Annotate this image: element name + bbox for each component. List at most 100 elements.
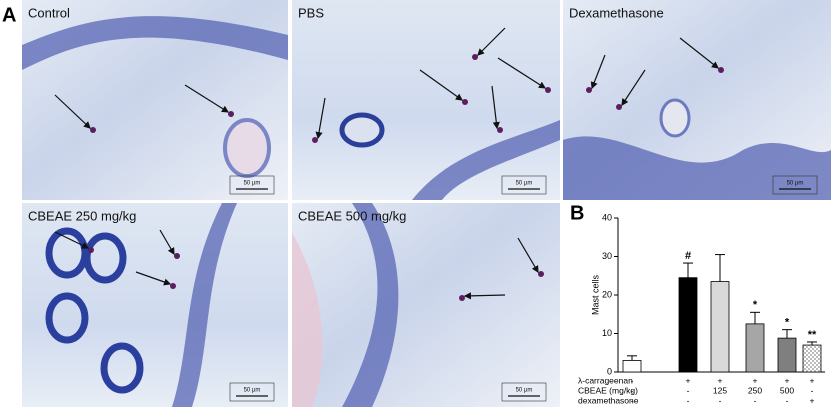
treatment-value: 500 — [780, 385, 794, 395]
mast-cell — [174, 253, 180, 259]
treatment-name: λ-carrageenan — [578, 375, 633, 385]
bar — [622, 360, 642, 373]
y-tick-label: 40 — [602, 212, 612, 222]
treatment-value: + — [753, 375, 758, 385]
mast-cell — [718, 67, 724, 73]
treatment-name: CBEAE (mg/kg) — [578, 385, 638, 395]
mast-cell — [228, 111, 234, 117]
panel-label: PBS — [298, 5, 324, 20]
arrow — [54, 94, 91, 129]
treatment-name: dexamethasone — [578, 395, 639, 405]
arrow — [491, 85, 500, 130]
bar — [745, 323, 765, 373]
bar — [802, 344, 822, 373]
follicle — [100, 342, 144, 394]
panel-label: Dexamethasone — [569, 5, 664, 20]
significance: ** — [808, 329, 817, 341]
arrow — [419, 69, 463, 101]
mast-cell — [538, 271, 544, 277]
arrow — [679, 37, 719, 69]
mast-cell — [545, 87, 551, 93]
follicle — [659, 98, 691, 138]
mast-cell — [472, 54, 478, 60]
treatment-value: - — [631, 375, 634, 385]
treatment-value: + — [810, 395, 815, 405]
significance: * — [785, 317, 790, 329]
epidermis — [563, 136, 831, 200]
scale-label: 50 µm — [516, 181, 533, 187]
y-tick-label: 20 — [602, 289, 612, 299]
treatment-value: + — [810, 375, 815, 385]
treatment-value: - — [754, 395, 757, 405]
micrograph: CBEAE 500 mg/kg 50 µm — [292, 203, 560, 407]
mast-cell — [497, 127, 503, 133]
treatment-value: - — [811, 385, 814, 395]
arrow — [135, 271, 172, 286]
bar — [710, 281, 730, 373]
mast-cell — [459, 295, 465, 301]
scale-box — [229, 382, 275, 402]
scale-label: 50 µm — [516, 388, 533, 394]
panel-label: CBEAE 500 mg/kg — [298, 208, 406, 223]
treatment-value: - — [631, 395, 634, 405]
epidermis — [172, 203, 237, 407]
treatment-value: + — [686, 375, 691, 385]
y-tick-label: 30 — [602, 251, 612, 261]
mast-cell — [88, 247, 94, 253]
epidermis — [412, 120, 560, 200]
scale-label: 50 µm — [244, 388, 261, 394]
arrow — [54, 231, 90, 249]
mast-cell — [462, 99, 468, 105]
arrow — [463, 292, 506, 300]
y-tick-label: 0 — [607, 366, 612, 376]
panel-letter: A — [2, 4, 16, 26]
epidermis — [22, 16, 288, 70]
y-tick-label: 10 — [602, 328, 612, 338]
scale-label: 50 µm — [787, 181, 804, 187]
arrow — [184, 84, 230, 113]
treatment-value: 250 — [748, 385, 762, 395]
scale-box — [772, 175, 818, 195]
follicle — [83, 232, 127, 284]
follicle — [339, 112, 385, 148]
arrow — [477, 27, 506, 56]
epidermis — [342, 203, 399, 407]
arrow — [590, 54, 606, 90]
mast-cell — [586, 87, 592, 93]
micrograph: Control 50 µm — [22, 0, 288, 200]
follicle — [223, 118, 271, 178]
collagen — [292, 233, 323, 407]
panel-label: CBEAE 250 mg/kg — [28, 208, 136, 223]
arrow — [517, 237, 539, 274]
micrograph: CBEAE 250 mg/kg 50 µm — [22, 203, 288, 407]
arrow — [497, 57, 547, 89]
scale-label: 50 µm — [244, 181, 261, 187]
bar — [777, 337, 797, 373]
mast-cell — [312, 137, 318, 143]
treatment-value: - — [687, 395, 690, 405]
micrograph: PBS 50 µm — [292, 0, 560, 200]
arrow — [315, 97, 326, 140]
significance: * — [753, 299, 758, 311]
treatment-value: + — [785, 375, 790, 385]
treatment-value: - — [631, 385, 634, 395]
scale-box — [229, 175, 275, 195]
treatment-value: - — [719, 395, 722, 405]
panel-label: Control — [28, 5, 70, 20]
mast-cell — [170, 283, 176, 289]
follicle — [45, 292, 89, 344]
arrow — [159, 229, 175, 256]
scale-box — [501, 382, 547, 402]
panel-letter: B — [570, 202, 584, 224]
tissue-background — [292, 203, 560, 407]
mast-cell — [90, 127, 96, 133]
treatment-value: - — [687, 385, 690, 395]
treatment-value: - — [786, 395, 789, 405]
treatment-value: 125 — [713, 385, 727, 395]
mast-cell — [616, 104, 622, 110]
arrow — [621, 69, 646, 107]
bar — [678, 277, 698, 373]
